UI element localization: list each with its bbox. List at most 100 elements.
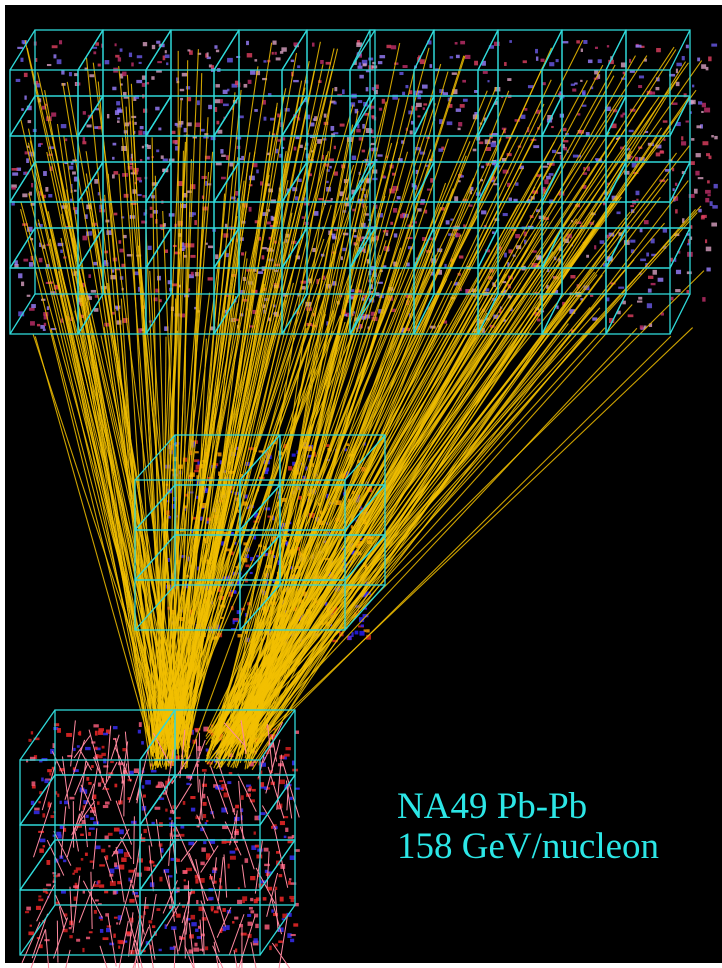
hit bbox=[30, 925, 32, 927]
hit bbox=[191, 808, 195, 812]
hit bbox=[114, 213, 118, 216]
hit bbox=[88, 274, 90, 278]
hit bbox=[115, 306, 121, 309]
hit bbox=[494, 42, 500, 46]
hit bbox=[119, 829, 124, 834]
hit bbox=[118, 946, 120, 949]
hit bbox=[43, 171, 47, 176]
hit bbox=[27, 295, 31, 297]
hit bbox=[276, 851, 280, 854]
hit bbox=[184, 128, 187, 132]
hit bbox=[95, 747, 98, 750]
hit bbox=[556, 59, 559, 62]
hit bbox=[191, 272, 194, 276]
hit bbox=[85, 747, 91, 750]
hit bbox=[618, 287, 624, 289]
hit bbox=[588, 60, 593, 64]
hit bbox=[230, 851, 236, 854]
hit bbox=[31, 304, 36, 308]
hit bbox=[165, 54, 170, 58]
hit bbox=[208, 246, 213, 249]
hit bbox=[101, 753, 105, 756]
hit bbox=[73, 885, 78, 888]
hit bbox=[145, 780, 151, 785]
hit bbox=[636, 199, 638, 201]
hit bbox=[636, 45, 642, 48]
hit bbox=[95, 899, 99, 901]
hit bbox=[189, 934, 194, 938]
hit bbox=[175, 123, 178, 126]
hit bbox=[191, 922, 196, 926]
hit bbox=[509, 198, 512, 201]
hit bbox=[458, 128, 461, 130]
hit bbox=[188, 842, 194, 846]
hit bbox=[332, 234, 336, 239]
hit bbox=[250, 898, 253, 901]
hit bbox=[481, 210, 486, 214]
hit bbox=[503, 213, 508, 216]
hit bbox=[362, 124, 365, 129]
hit bbox=[201, 847, 205, 851]
hit bbox=[629, 59, 631, 63]
hit bbox=[695, 171, 699, 176]
hit bbox=[233, 618, 239, 620]
hit bbox=[712, 205, 717, 209]
hit bbox=[248, 922, 253, 926]
hit bbox=[39, 848, 44, 852]
hit bbox=[94, 910, 97, 914]
hit bbox=[444, 264, 446, 268]
hit bbox=[711, 223, 717, 227]
hit bbox=[151, 770, 157, 773]
hit bbox=[148, 246, 152, 250]
hit bbox=[252, 789, 256, 792]
hit bbox=[696, 153, 701, 157]
hit bbox=[197, 100, 200, 105]
hit bbox=[195, 729, 198, 732]
hit bbox=[333, 132, 338, 134]
hit bbox=[535, 49, 538, 53]
hit bbox=[52, 45, 58, 48]
hit bbox=[114, 828, 120, 832]
hit bbox=[152, 925, 155, 928]
hit bbox=[570, 275, 575, 278]
hit bbox=[334, 171, 338, 175]
hit bbox=[113, 171, 118, 175]
hit bbox=[170, 947, 175, 950]
hit bbox=[245, 858, 249, 863]
hit bbox=[103, 805, 108, 808]
hit bbox=[173, 835, 179, 837]
hit bbox=[394, 233, 397, 237]
hit bbox=[208, 105, 212, 109]
hit bbox=[134, 768, 139, 773]
hit bbox=[279, 874, 283, 877]
hit bbox=[246, 41, 249, 45]
hit bbox=[57, 794, 59, 797]
hit bbox=[379, 108, 382, 111]
hit bbox=[682, 56, 685, 60]
hit bbox=[95, 731, 98, 736]
hit bbox=[165, 809, 167, 812]
hit bbox=[691, 101, 694, 103]
hit bbox=[113, 143, 117, 146]
hit bbox=[226, 925, 230, 930]
hit bbox=[69, 166, 74, 170]
hit bbox=[640, 259, 646, 262]
hit bbox=[691, 138, 694, 141]
hit bbox=[280, 51, 283, 54]
hit bbox=[12, 168, 18, 171]
hit bbox=[582, 92, 585, 96]
hit bbox=[220, 149, 223, 154]
hit bbox=[112, 269, 114, 272]
hit bbox=[386, 233, 389, 236]
hit bbox=[214, 107, 217, 112]
hit bbox=[136, 80, 142, 83]
hit bbox=[249, 907, 253, 910]
hit bbox=[285, 828, 288, 832]
hit bbox=[57, 59, 62, 64]
hit bbox=[423, 103, 427, 105]
hit bbox=[116, 101, 120, 105]
hit bbox=[607, 45, 609, 47]
hit bbox=[112, 157, 114, 160]
hit bbox=[156, 908, 160, 911]
hit bbox=[102, 746, 105, 749]
